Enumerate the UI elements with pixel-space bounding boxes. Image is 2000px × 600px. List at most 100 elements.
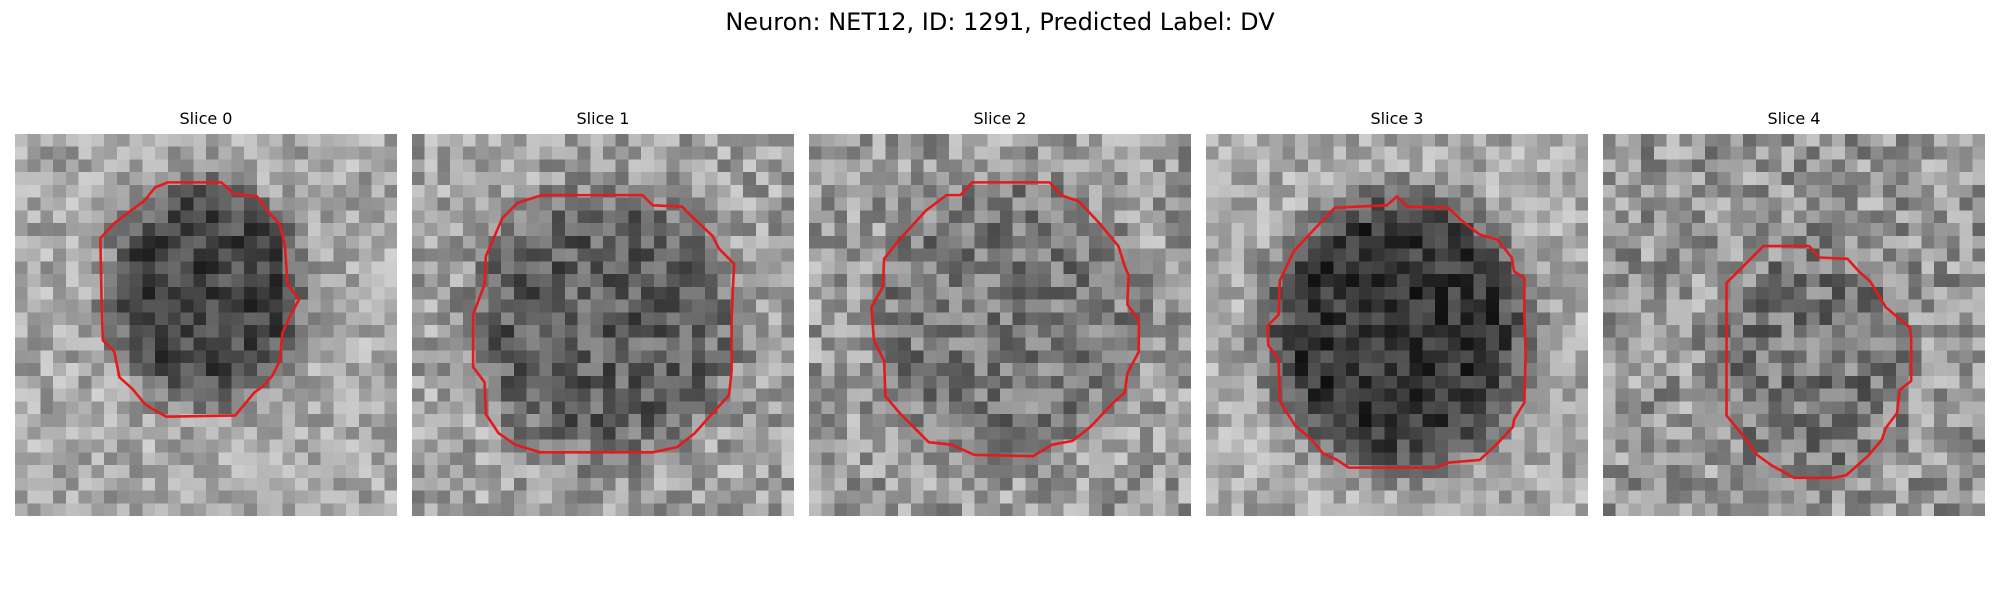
- pixel-cell: [53, 286, 67, 300]
- pixel-cell: [1537, 223, 1551, 237]
- pixel-cell: [834, 223, 848, 237]
- pixel-cell: [679, 223, 693, 237]
- pixel-cell: [104, 465, 118, 479]
- pixel-cell: [1384, 248, 1398, 262]
- pixel-cell: [244, 146, 258, 160]
- pixel-cell: [653, 235, 667, 249]
- pixel-cell: [142, 172, 156, 186]
- pixel-cell: [142, 184, 156, 198]
- pixel-cell: [564, 388, 578, 402]
- pixel-cell: [949, 274, 963, 288]
- pixel-cell: [1883, 197, 1897, 211]
- pixel-cell: [1832, 146, 1846, 160]
- pixel-cell: [1704, 375, 1718, 389]
- pixel-cell: [847, 197, 861, 211]
- pixel-cell: [1819, 477, 1833, 491]
- pixel-cell: [1537, 299, 1551, 313]
- pixel-cell: [1460, 235, 1474, 249]
- pixel-cell: [1537, 184, 1551, 198]
- pixel-cell: [1883, 235, 1897, 249]
- pixel-cell: [358, 465, 372, 479]
- pixel-cell: [1256, 490, 1270, 504]
- pixel-cell: [1692, 401, 1706, 415]
- pixel-cell: [1178, 146, 1191, 160]
- pixel-cell: [1857, 261, 1871, 275]
- pixel-cell: [1934, 363, 1948, 377]
- pixel-cell: [1704, 184, 1718, 198]
- pixel-cell: [40, 274, 54, 288]
- pixel-cell: [1101, 312, 1115, 326]
- pixel-cell: [256, 223, 270, 237]
- pixel-cell: [1473, 503, 1487, 516]
- pixel-cell: [859, 414, 873, 428]
- pixel-cell: [180, 299, 194, 313]
- pixel-cell: [1575, 325, 1588, 338]
- pixel-cell: [1603, 299, 1616, 313]
- pixel-cell: [1806, 363, 1820, 377]
- pixel-cell: [462, 172, 476, 186]
- pixel-cell: [1165, 172, 1179, 186]
- pixel-cell: [1819, 134, 1833, 147]
- pixel-cell: [1206, 134, 1219, 147]
- pixel-cell: [768, 490, 782, 504]
- pixel-cell: [692, 465, 706, 479]
- pixel-cell: [1653, 426, 1667, 440]
- pixel-cell: [1409, 452, 1423, 466]
- pixel-cell: [1307, 401, 1321, 415]
- pixel-cell: [1012, 146, 1026, 160]
- pixel-cell: [1333, 375, 1347, 389]
- pixel-cell: [1269, 184, 1283, 198]
- pixel-cell: [424, 223, 438, 237]
- pixel-cell: [1908, 286, 1922, 300]
- pixel-cell: [1498, 350, 1512, 364]
- pixel-cell: [1537, 286, 1551, 300]
- pixel-cell: [1206, 363, 1219, 377]
- pixel-cell: [320, 426, 334, 440]
- pixel-cell: [768, 223, 782, 237]
- pixel-cell: [307, 248, 321, 262]
- pixel-cell: [180, 223, 194, 237]
- pixel-cell: [244, 286, 258, 300]
- pixel-cell: [193, 146, 207, 160]
- pixel-cell: [847, 503, 861, 516]
- pixel-cell: [1959, 490, 1973, 504]
- pixel-cell: [717, 465, 731, 479]
- pixel-cell: [424, 477, 438, 491]
- pixel-cell: [40, 235, 54, 249]
- pixel-cell: [1447, 159, 1461, 173]
- pixel-cell: [730, 312, 744, 326]
- pixel-cell: [910, 490, 924, 504]
- pixel-cell: [704, 426, 718, 440]
- pixel-cell: [1934, 414, 1948, 428]
- pixel-cell: [1768, 197, 1782, 211]
- pixel-cell: [1256, 210, 1270, 224]
- pixel-cell: [475, 184, 489, 198]
- pixel-cell: [603, 223, 616, 237]
- pixel-cell: [1409, 388, 1423, 402]
- pixel-cell: [1447, 350, 1461, 364]
- pixel-cell: [1832, 452, 1846, 466]
- pixel-cell: [1666, 261, 1680, 275]
- pixel-cell: [307, 452, 321, 466]
- pixel-cell: [1371, 375, 1385, 389]
- pixel-cell: [1358, 197, 1372, 211]
- pixel-cell: [885, 172, 899, 186]
- pixel-cell: [859, 465, 873, 479]
- pixel-cell: [256, 235, 270, 249]
- pixel-cell: [859, 286, 873, 300]
- pixel-cell: [27, 223, 41, 237]
- pixel-cell: [1089, 426, 1103, 440]
- pixel-cell: [1114, 197, 1128, 211]
- pixel-cell: [923, 363, 937, 377]
- pixel-cell: [1140, 172, 1154, 186]
- pixel-cell: [1806, 350, 1820, 364]
- pixel-cell: [358, 426, 372, 440]
- pixel-cell: [437, 414, 451, 428]
- pixel-cell: [1934, 286, 1948, 300]
- pixel-cell: [450, 439, 464, 453]
- pixel-cell: [923, 388, 937, 402]
- pixel-cell: [15, 159, 28, 173]
- pixel-cell: [1165, 223, 1179, 237]
- pixel-cell: [885, 490, 899, 504]
- pixel-cell: [1231, 223, 1245, 237]
